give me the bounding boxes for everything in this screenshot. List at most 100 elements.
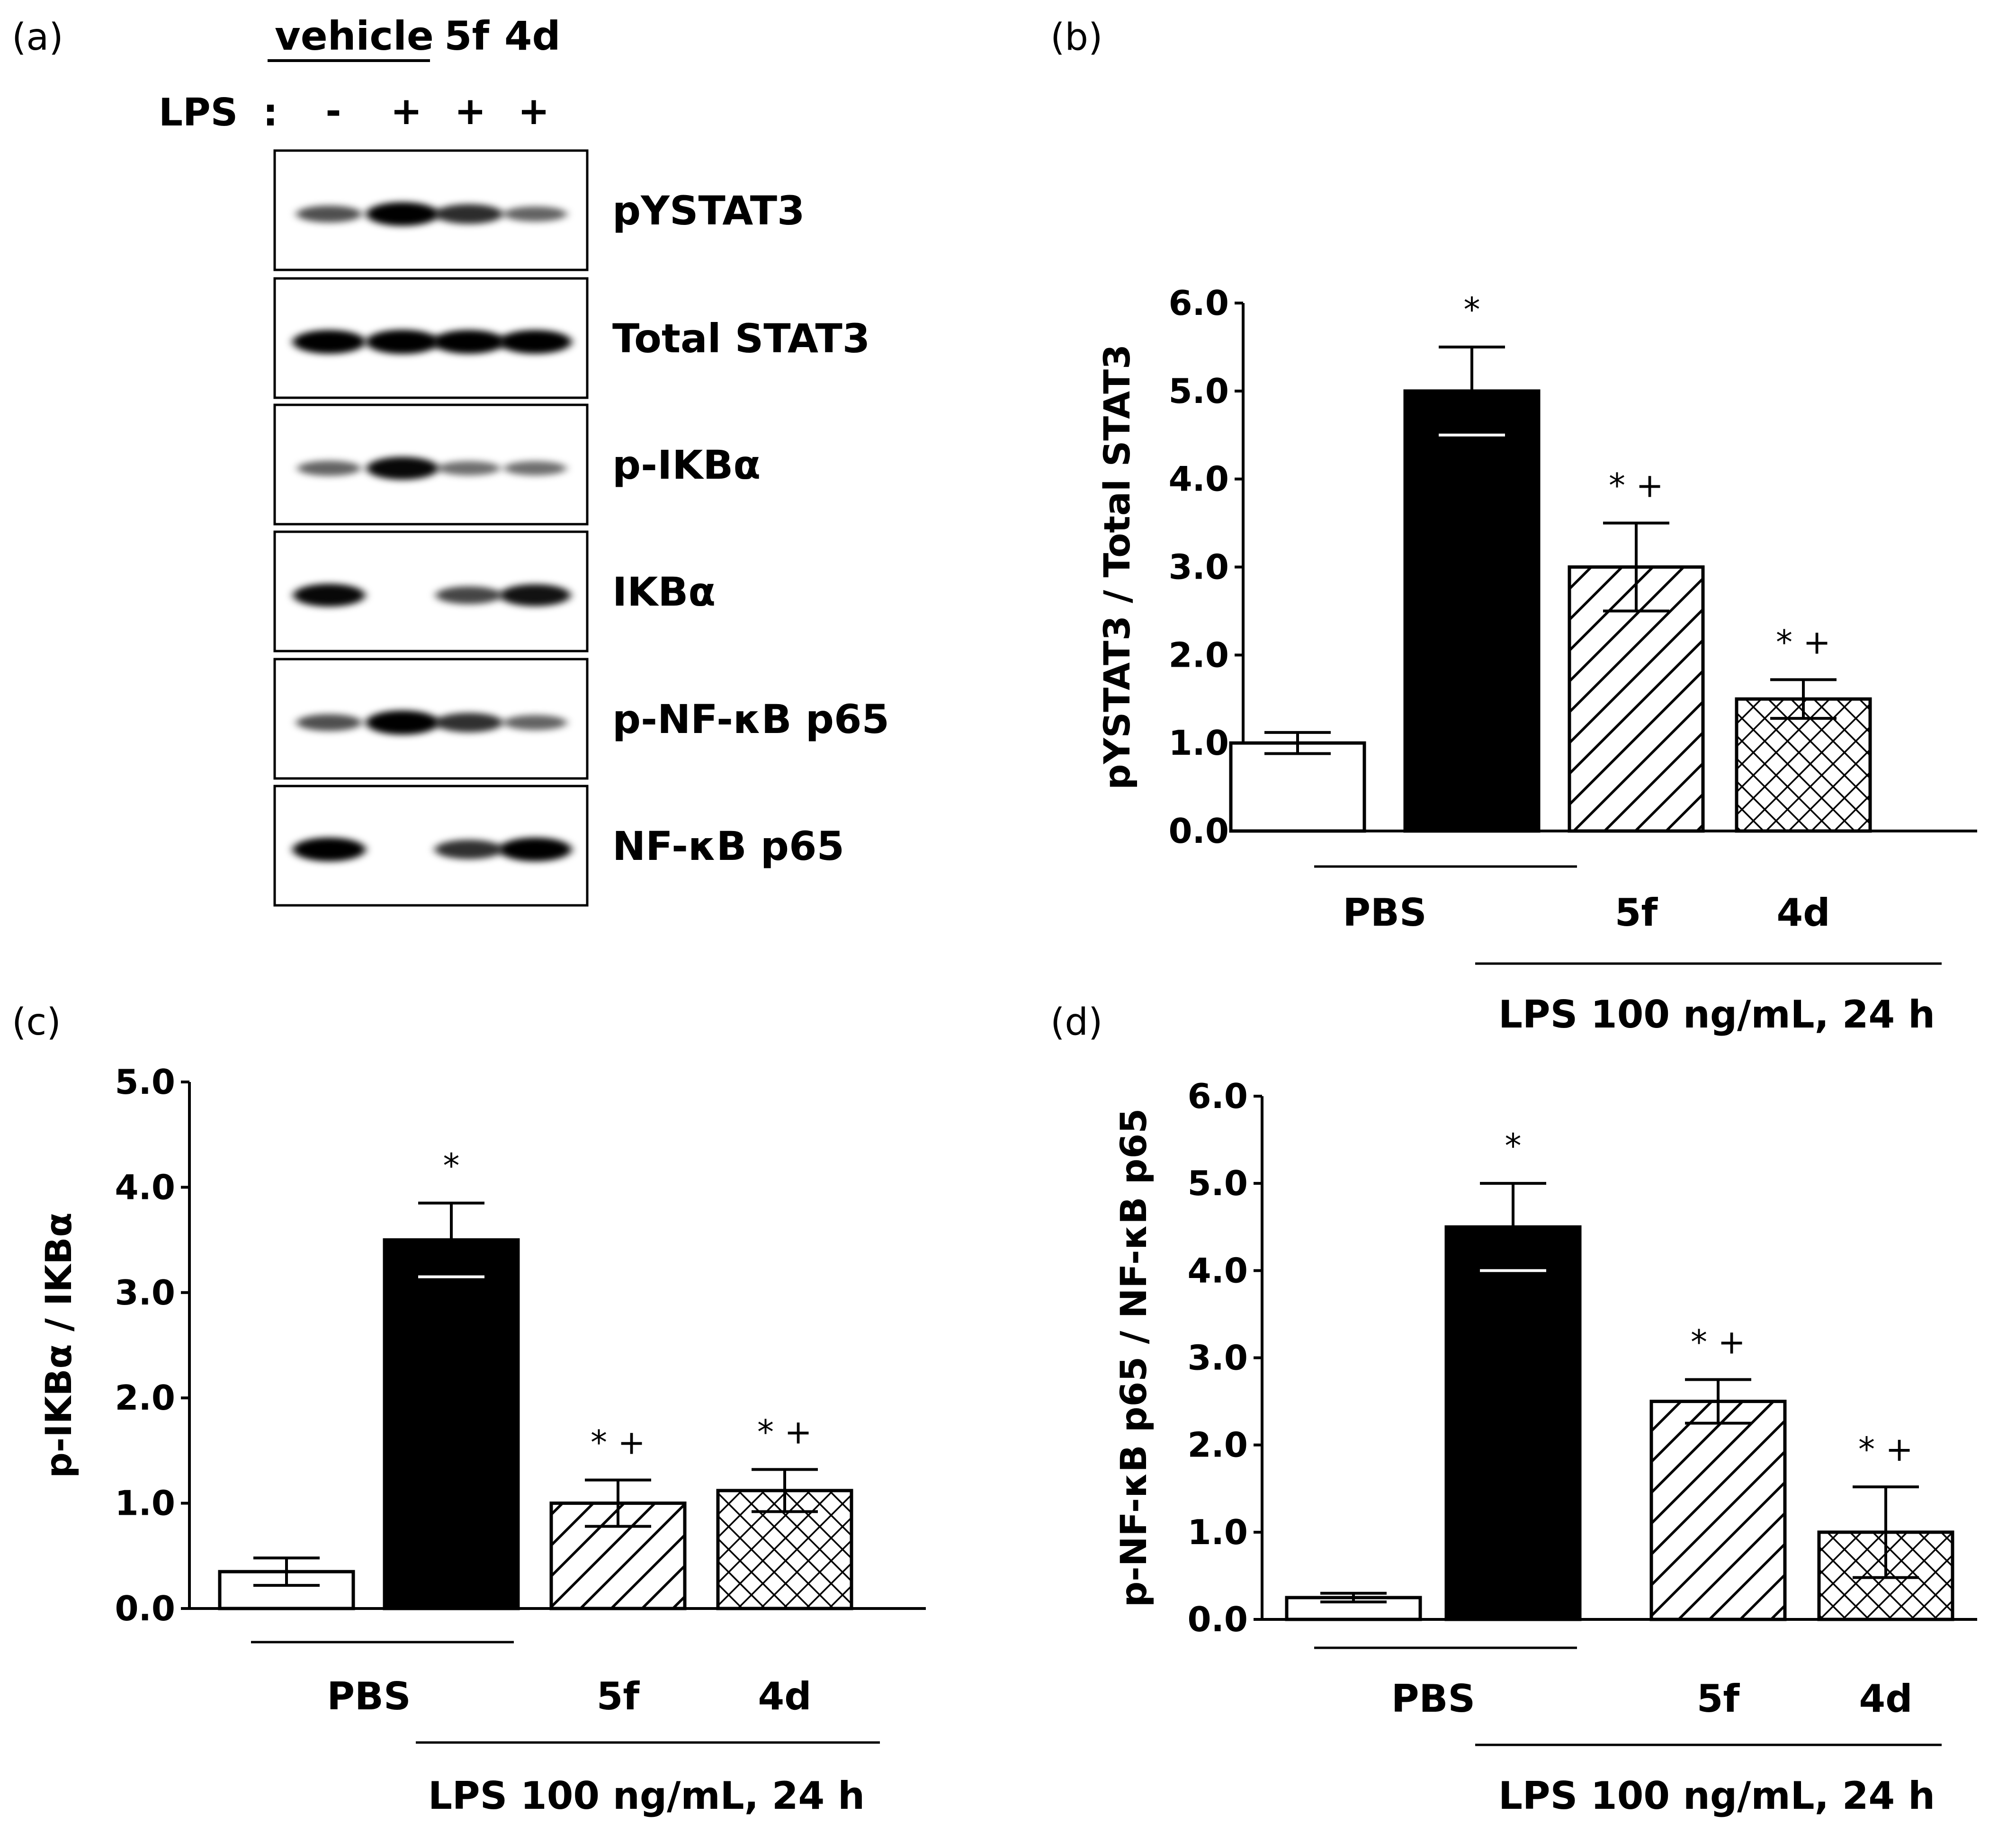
y-tick-label: 1.0 <box>115 1484 175 1523</box>
blot-band <box>500 584 571 607</box>
lps-note: LPS 100 ng/mL, 24 h <box>1498 992 1935 1037</box>
blot-row: p-IKBα <box>273 403 761 526</box>
blot-band <box>499 330 572 354</box>
blot-lps-sign-4: + <box>518 89 549 133</box>
y-tick-label: 3.0 <box>1168 547 1229 587</box>
blot-band <box>297 460 361 476</box>
blot-band <box>293 583 365 607</box>
blot-band <box>293 330 366 354</box>
x-category-label: PBS <box>1391 1677 1475 1721</box>
blot-row-label: NF-κB p65 <box>612 823 844 869</box>
significance-marker: * + <box>1691 1323 1746 1362</box>
blot-panel: vehicle 5f 4d LPS : - + + + pYSTAT3 Total… <box>159 13 889 907</box>
y-tick-label: 2.0 <box>1168 635 1229 675</box>
blot-band <box>434 204 503 224</box>
y-tick-label: 0.0 <box>115 1589 175 1628</box>
blot-group-5f: 5f <box>444 13 490 59</box>
chart-pikba: 0.0 1.0 2.0 3.0 4.0 5.0 p-IKBα / IKBα * * + * + PB… <box>37 1062 926 1818</box>
blot-row-label: pYSTAT3 <box>612 188 805 234</box>
blot-lps-sign-3: + <box>454 89 486 133</box>
blot-rows: pYSTAT3 Total STAT3 p-IKBα IKBα p-NF-κB p65 N… <box>273 149 889 907</box>
blot-band <box>366 710 439 735</box>
blot-band <box>366 330 439 354</box>
x-category-label: 5f <box>1697 1677 1740 1721</box>
x-category-label: 4d <box>758 1674 812 1718</box>
significance-marker: * <box>1505 1126 1522 1165</box>
y-tick-label: 5.0 <box>1187 1163 1248 1203</box>
y-tick-label: 4.0 <box>1168 459 1229 499</box>
panel-label-c: (c) <box>12 1001 61 1044</box>
bar-lps <box>383 1238 520 1610</box>
blot-lps-sign-2: + <box>390 89 422 133</box>
blot-row: NF-κB p65 <box>273 785 844 907</box>
significance-marker: * + <box>1776 623 1831 661</box>
blot-band <box>296 206 362 223</box>
y-tick-label: 0.0 <box>1187 1600 1248 1639</box>
blot-band <box>499 837 572 862</box>
blot-band <box>296 714 362 731</box>
blot-band <box>435 713 503 733</box>
y-tick-label: 4.0 <box>115 1167 175 1207</box>
y-tick-label: 0.0 <box>1168 811 1229 851</box>
y-tick-label: 4.0 <box>1187 1251 1248 1290</box>
blot-band <box>503 715 567 731</box>
x-category-label: PBS <box>327 1674 411 1718</box>
y-tick-label: 2.0 <box>1187 1425 1248 1465</box>
blot-band <box>432 330 505 354</box>
blot-band <box>503 206 567 222</box>
bar-lps <box>1403 389 1541 833</box>
blot-row: pYSTAT3 <box>273 149 805 271</box>
blot-row-label: IKBα <box>612 569 716 615</box>
chart-pystat3: 0.0 1.0 2.0 3.0 4.0 5.0 6.0 pYSTAT3 / Total STA… <box>1096 283 1977 1037</box>
blot-lps-sign-1: - <box>325 89 341 133</box>
blot-row: Total STAT3 <box>273 277 870 399</box>
blot-group-vehicle: vehicle <box>275 13 434 59</box>
significance-marker: * + <box>1858 1430 1913 1469</box>
lps-note: LPS 100 ng/mL, 24 h <box>1498 1774 1935 1818</box>
chart-pnfkb: 0.0 1.0 2.0 3.0 4.0 5.0 6.0 p-NF-κB p65 / NF-κB… <box>1112 1076 1977 1818</box>
x-category-label: PBS <box>1343 891 1426 935</box>
y-tick-label: 3.0 <box>1187 1338 1248 1378</box>
blot-row-label: Total STAT3 <box>612 315 870 362</box>
significance-marker: * + <box>1609 466 1664 505</box>
significance-marker: * <box>1464 290 1480 329</box>
y-axis-label: pYSTAT3 / Total STAT3 <box>1096 344 1138 790</box>
blot-row-label: p-IKBα <box>612 442 761 488</box>
y-tick-label: 5.0 <box>115 1062 175 1102</box>
blot-row: p-NF-κB p65 <box>273 658 889 780</box>
lps-note: LPS 100 ng/mL, 24 h <box>428 1774 865 1818</box>
x-category-label: 4d <box>1859 1677 1913 1721</box>
y-tick-label: 3.0 <box>115 1273 175 1313</box>
y-tick-label: 5.0 <box>1168 371 1229 411</box>
y-tick-label: 6.0 <box>1187 1076 1248 1116</box>
bar-pbs <box>1229 741 1366 833</box>
blot-row: IKBα <box>273 530 716 652</box>
x-category-label: 4d <box>1777 891 1830 935</box>
blot-band <box>436 586 502 604</box>
significance-marker: * + <box>757 1412 812 1451</box>
y-axis-label: p-IKBα / IKBα <box>37 1212 80 1478</box>
panel-label-a: (a) <box>12 16 63 59</box>
blot-band <box>293 837 366 862</box>
blot-band <box>438 461 500 476</box>
blot-lps-label: LPS <box>159 90 238 134</box>
x-category-label: 5f <box>1615 891 1658 935</box>
bar-lps <box>1444 1225 1582 1621</box>
y-tick-label: 1.0 <box>1168 723 1229 763</box>
bar-5f <box>1649 1400 1787 1621</box>
y-tick-label: 1.0 <box>1187 1512 1248 1552</box>
blot-band <box>366 202 439 226</box>
significance-marker: * + <box>591 1423 645 1462</box>
y-axis-label: p-NF-κB p65 / NF-κB p65 <box>1112 1108 1155 1607</box>
x-category-label: 5f <box>597 1674 640 1718</box>
y-tick-label: 2.0 <box>115 1378 175 1418</box>
blot-band <box>435 840 503 859</box>
blot-row-label: p-NF-κB p65 <box>612 696 889 742</box>
bar-4d <box>1735 697 1872 833</box>
panel-label-d: (d) <box>1050 1001 1102 1044</box>
significance-marker: * <box>443 1146 460 1185</box>
blot-band <box>367 456 439 480</box>
panel-label-b: (b) <box>1050 16 1102 59</box>
blot-band <box>504 461 566 476</box>
